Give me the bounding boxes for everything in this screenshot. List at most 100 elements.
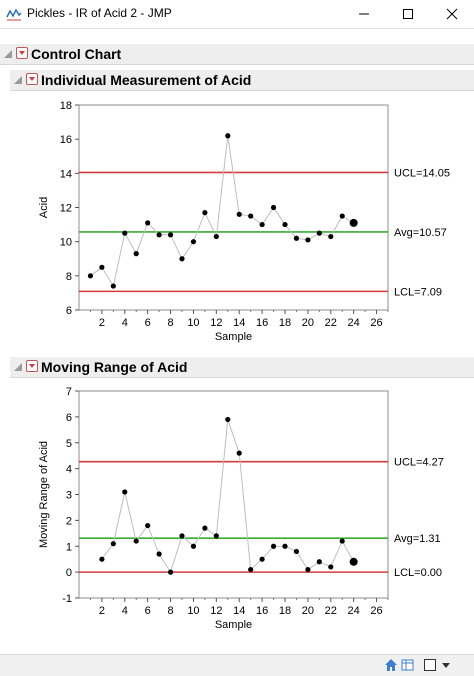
data-point [122,230,128,236]
y-tick-label: 1 [66,541,72,553]
data-point [202,210,208,216]
data-point [270,204,277,211]
data-point [133,251,139,257]
avg-label: Avg=1.31 [394,533,441,545]
disclosure-triangle-icon[interactable] [3,49,13,59]
x-tick-label: 4 [122,317,128,329]
lcl-label: LCL=7.09 [394,286,442,298]
window-titlebar: Pickles - IR of Acid 2 - JMP [0,0,474,29]
red-triangle-menu[interactable] [26,73,38,85]
data-point [349,557,358,566]
y-tick-label: 14 [60,168,72,180]
avg-label: Avg=10.57 [394,227,447,239]
data-point [339,538,345,544]
ucl-label: UCL=14.05 [394,167,450,179]
data-point [282,543,288,549]
x-tick-label: 20 [302,317,314,329]
data-point [339,213,345,219]
chevron-down-icon[interactable] [441,660,451,670]
data-point [179,256,185,262]
data-point [225,133,231,139]
minimize-button[interactable] [342,0,386,28]
y-tick-label: 18 [60,100,72,112]
y-tick-label: 5 [66,438,72,450]
data-point [213,533,219,539]
report-content: Control Chart Individual Measurement of … [0,36,474,654]
data-point [99,264,105,270]
x-tick-label: 12 [210,317,222,329]
x-tick-label: 22 [325,605,337,617]
data-point [145,220,151,226]
mr-chart-title: Moving Range of Acid [41,359,188,375]
x-tick-label: 26 [370,317,382,329]
data-point [236,211,242,217]
maximize-button[interactable] [386,0,430,28]
plot-frame [78,390,389,599]
x-tick-label: 14 [233,317,245,329]
x-axis-label: Sample [215,331,252,343]
x-tick-label: 8 [167,317,173,329]
red-triangle-menu[interactable] [26,360,38,372]
x-tick-label: 26 [370,605,382,617]
data-point [190,239,197,245]
y-axis-label: Moving Range of Acid [38,441,50,548]
y-tick-label: 16 [60,134,72,146]
data-point [225,416,231,423]
close-icon [446,8,458,20]
y-tick-label: 4 [66,464,72,476]
plot-frame [78,104,389,311]
red-triangle-icon [29,364,35,368]
x-tick-label: 16 [256,317,268,329]
data-point [236,450,242,456]
x-tick-label: 18 [279,317,291,329]
window-title: Pickles - IR of Acid 2 - JMP [27,6,172,20]
data-point [156,551,162,557]
data-point [248,566,254,573]
data-point [270,543,277,549]
x-tick-label: 22 [325,317,337,329]
y-tick-label: 0 [66,567,72,579]
red-triangle-menu[interactable] [16,47,28,59]
y-tick-label: 2 [66,515,72,527]
y-tick-label: 6 [66,412,72,424]
x-tick-label: 20 [302,605,314,617]
disclosure-triangle-icon[interactable] [13,75,23,85]
x-tick-label: 18 [279,605,291,617]
data-point [87,273,94,279]
window-list-icon[interactable] [423,658,437,672]
y-tick-label: 7 [66,386,72,398]
ir-chart-title: Individual Measurement of Acid [41,72,252,88]
data-point [282,221,288,228]
data-point [316,230,322,236]
data-point [328,564,334,570]
data-point [202,525,208,531]
home-icon[interactable] [384,658,398,672]
x-tick-label: 4 [122,605,128,617]
y-tick-label: 10 [60,237,72,249]
data-point [328,233,334,240]
minimize-icon [359,13,369,15]
disclosure-triangle-icon[interactable] [13,362,23,372]
close-button[interactable] [430,0,474,28]
data-point [110,283,116,289]
x-axis-label: Sample [215,619,252,631]
data-point [167,232,174,238]
report-title: Control Chart [31,46,122,62]
table-icon[interactable] [401,658,415,672]
x-tick-label: 14 [233,605,245,617]
data-point [316,559,322,565]
data-point [99,556,105,562]
x-tick-label: 24 [348,605,360,617]
red-triangle-icon [19,51,25,55]
data-point [145,522,151,529]
y-tick-label: 12 [60,203,72,215]
data-point [179,533,185,539]
x-tick-label: 6 [145,317,151,329]
x-tick-label: 2 [99,317,105,329]
data-point [293,548,300,555]
maximize-icon [403,9,413,19]
data-point [213,233,219,240]
x-tick-label: 6 [145,605,151,617]
